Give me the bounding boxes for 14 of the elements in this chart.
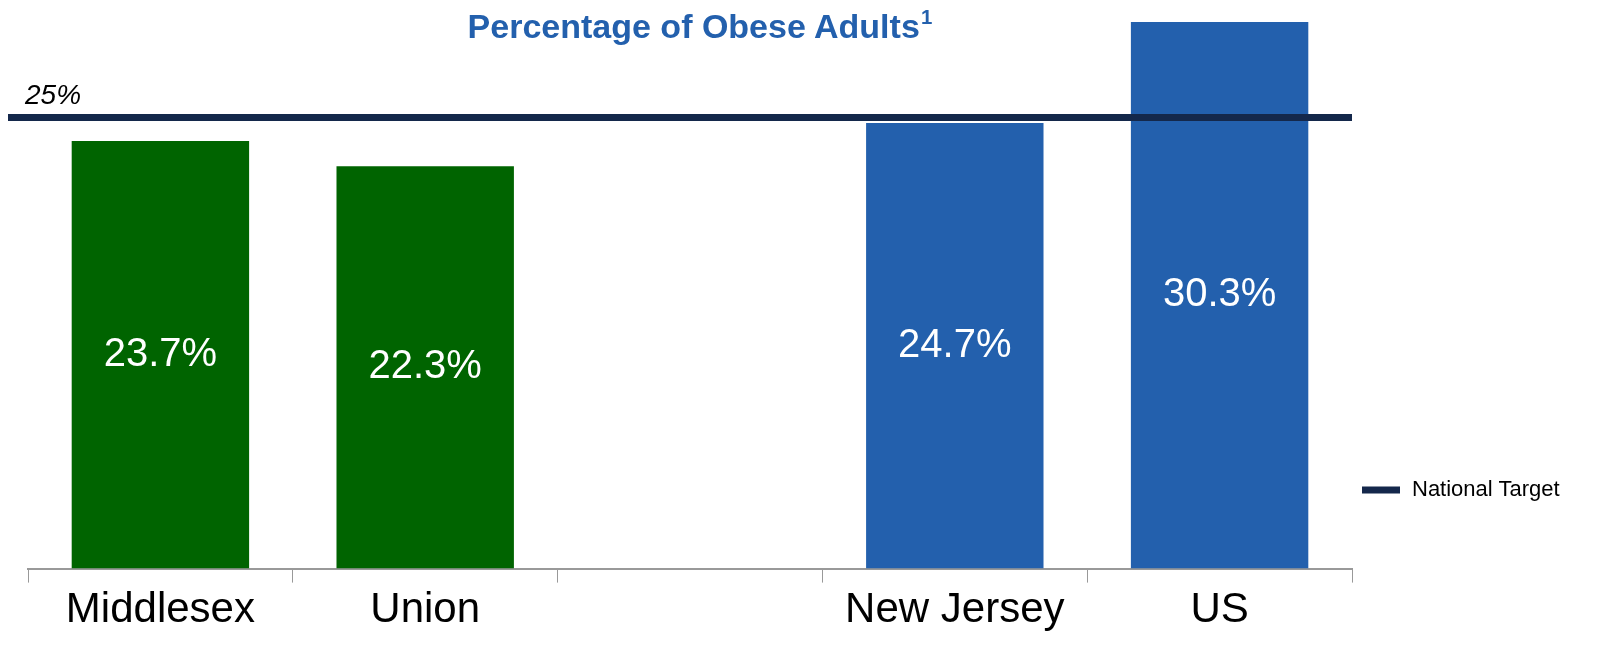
data-label: 30.3%: [1162, 270, 1277, 315]
annotation: 25%: [24, 78, 82, 110]
x-tick-label: US: [1190, 584, 1249, 632]
data-label: 22.3%: [368, 342, 482, 387]
x-tick-label: New Jersey: [845, 584, 1065, 632]
data-label: 24.7%: [898, 320, 1012, 365]
data-label: 23.7%: [103, 329, 218, 374]
bar: [866, 123, 1044, 569]
bar: [1130, 22, 1309, 569]
x-tick-label: Middlesex: [65, 584, 255, 632]
x-tick-label: Union: [370, 584, 481, 632]
legend-label: National Target: [1412, 476, 1560, 502]
bar: [336, 166, 514, 569]
bar: [71, 141, 250, 569]
